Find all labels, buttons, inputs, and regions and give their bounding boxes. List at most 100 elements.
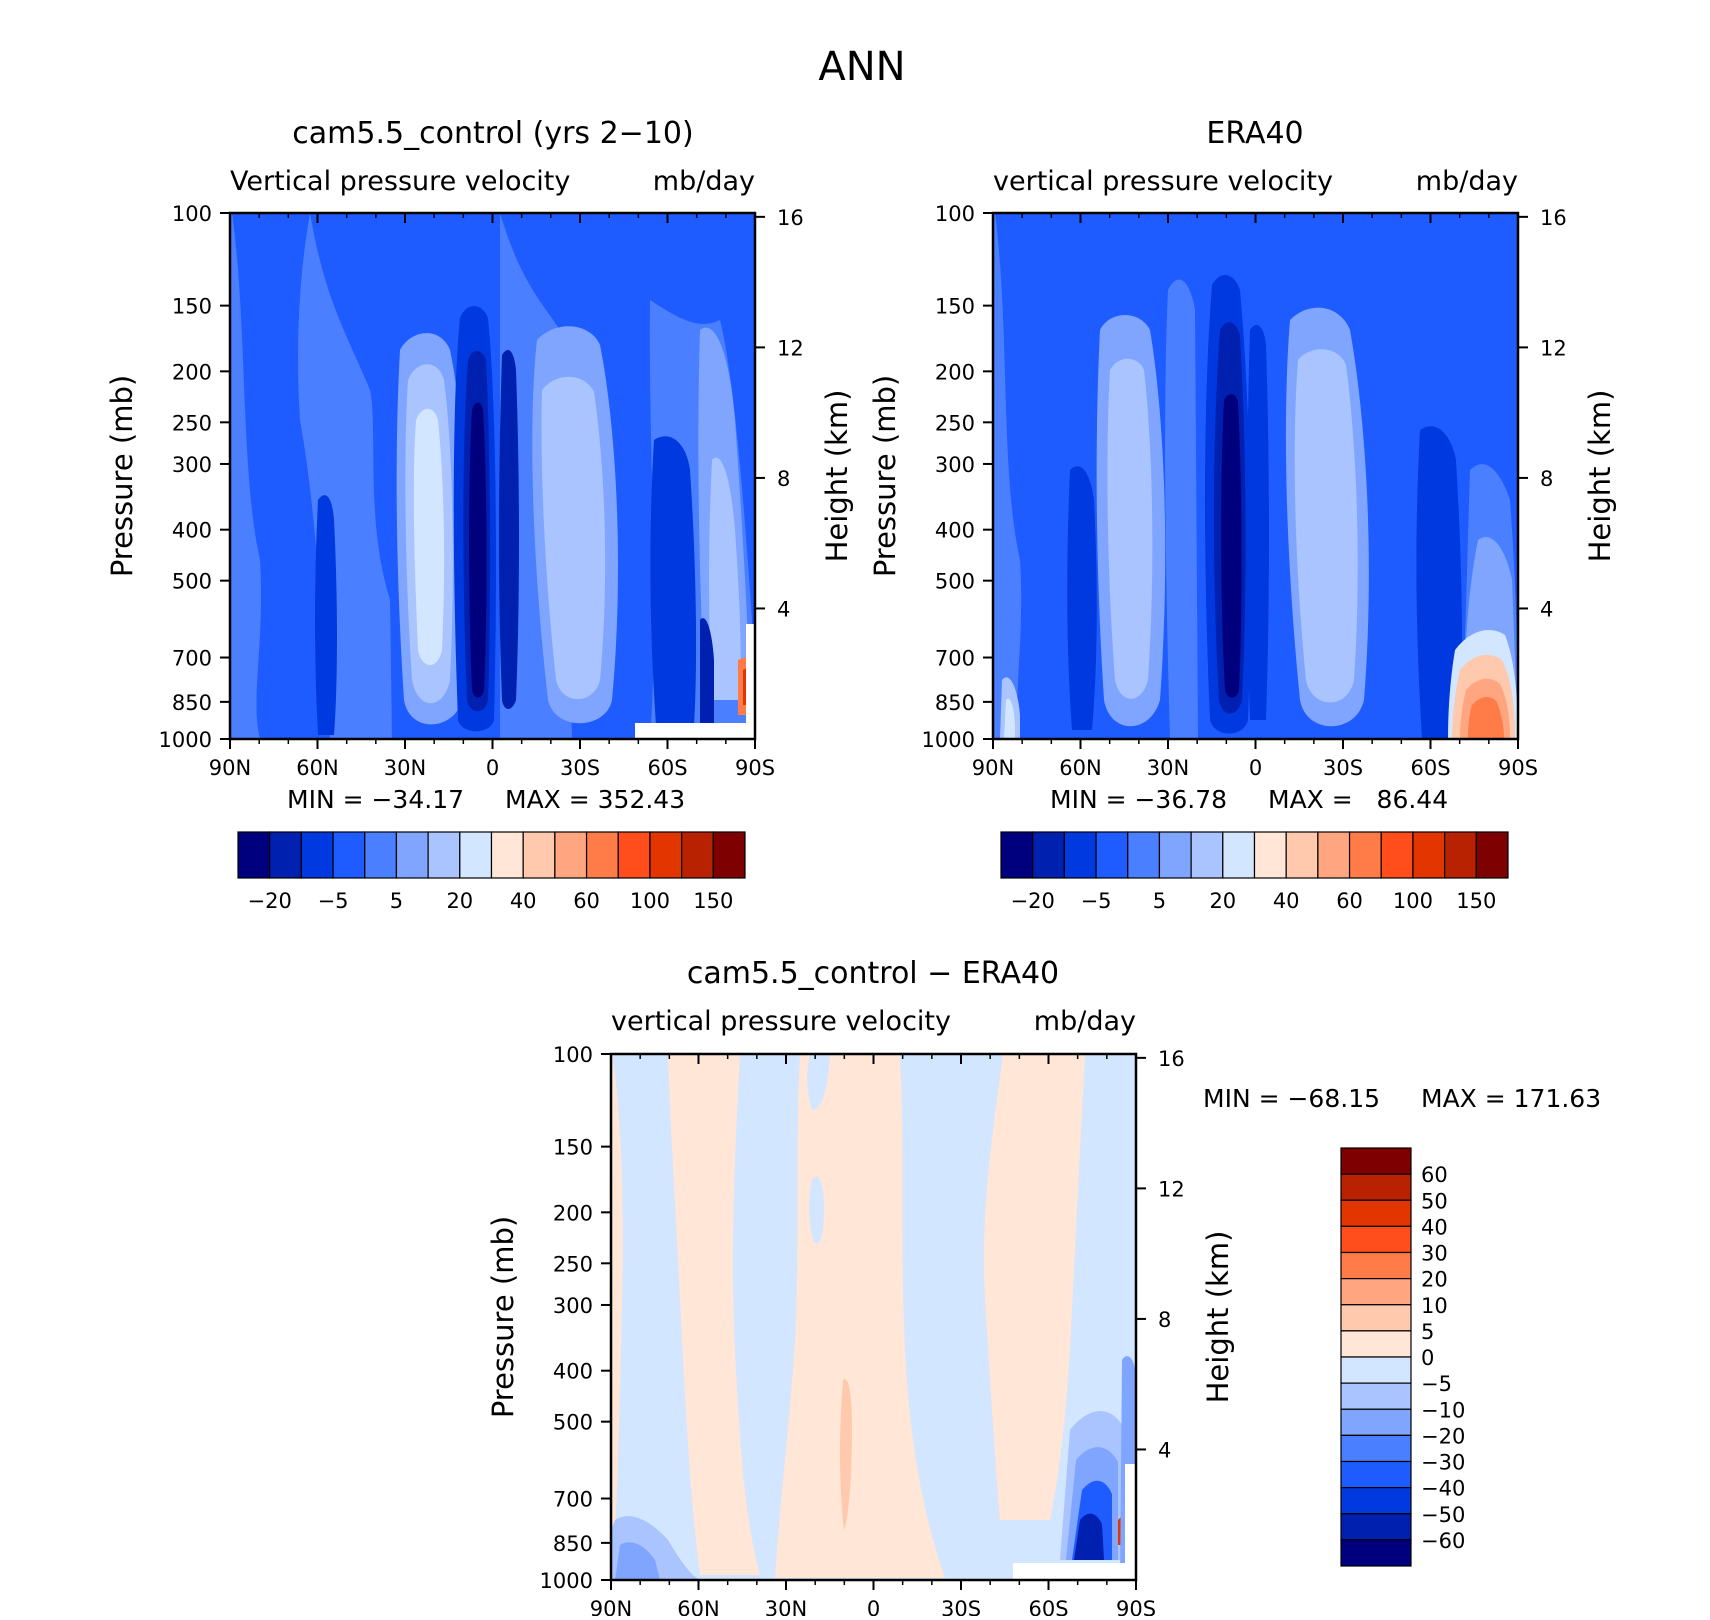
panel-model-max: MAX = 352.43 xyxy=(505,785,685,814)
panel-difference-contour xyxy=(615,1542,660,1580)
colorbar-0-swatch xyxy=(332,831,366,879)
colorbar-0-label: 20 xyxy=(446,889,473,913)
panel-1-y-tick-label: 1000 xyxy=(922,728,975,752)
colorbar-2-label: −40 xyxy=(1421,1477,1465,1501)
panel-2-y-tick-label: 100 xyxy=(553,1043,593,1067)
colorbar-2-swatch xyxy=(1340,1147,1412,1175)
panel-reanalysis-contour xyxy=(1221,394,1242,698)
colorbar-0-label: 60 xyxy=(573,889,600,913)
colorbar-1-swatch xyxy=(1348,831,1382,879)
panel-1-y-tick-label: 850 xyxy=(935,691,975,715)
colorbar-0-label: 100 xyxy=(630,889,670,913)
panel-2-x-tick-label: 90N xyxy=(590,1597,632,1616)
colorbar-0-swatch xyxy=(554,831,588,879)
panel-reanalysis-contour xyxy=(1468,696,1504,739)
panel-1-x-tick-label: 30S xyxy=(1323,756,1363,780)
panel-model-contour xyxy=(230,213,262,739)
panel-1-y-tick-label: 250 xyxy=(935,411,975,435)
panel-difference-contour xyxy=(807,1054,830,1110)
panel-0-x-tick-label: 90S xyxy=(735,756,775,780)
panel-reanalysis-contour xyxy=(1416,426,1463,739)
panel-2-y-tick-label: 300 xyxy=(553,1294,593,1318)
panel-2-y-tick-label: 250 xyxy=(553,1252,593,1276)
panel-model-contour xyxy=(499,350,519,709)
colorbar-2-label: 5 xyxy=(1421,1320,1434,1344)
colorbar-2-label: −60 xyxy=(1421,1529,1465,1553)
colorbar-0-swatch xyxy=(712,831,746,879)
colorbar-2-swatch xyxy=(1340,1356,1412,1384)
colorbar-0-swatch xyxy=(681,831,714,879)
panel-model-missing-data xyxy=(746,624,755,739)
panel-difference-contour xyxy=(809,1176,824,1244)
panel-0-y-right-tick-label: 8 xyxy=(777,467,790,491)
panel-2-y-tick-label: 500 xyxy=(553,1411,593,1435)
colorbar-1-swatch xyxy=(1032,831,1065,879)
panel-reanalysis-subtitle-left: vertical pressure velocity xyxy=(993,166,1333,197)
panel-2-y-right-tick-label: 4 xyxy=(1158,1438,1171,1462)
colorbar-0-swatch xyxy=(585,831,619,879)
figure-title: ANN xyxy=(818,44,905,90)
panel-difference-missing-data xyxy=(1013,1563,1136,1580)
colorbar-2-label: −10 xyxy=(1421,1398,1465,1422)
colorbar-2-label: −5 xyxy=(1421,1372,1452,1396)
colorbar-1-swatch xyxy=(1285,831,1319,879)
colorbar-1-swatch xyxy=(1380,831,1414,879)
panel-2-x-tick-label: 60N xyxy=(677,1597,719,1616)
colorbar-2-swatch xyxy=(1340,1539,1412,1567)
colorbar-2-label: 10 xyxy=(1421,1294,1448,1318)
panel-reanalysis-min: MIN = −36.78 xyxy=(1050,785,1227,814)
panel-reanalysis-plot-area xyxy=(993,213,1518,739)
colorbar-2-label: 50 xyxy=(1421,1189,1448,1213)
panel-2-y-right-tick-label: 12 xyxy=(1158,1177,1185,1201)
colorbar-1-label: 5 xyxy=(1153,889,1166,913)
panel-1-y-right-tick-label: 12 xyxy=(1540,336,1567,360)
panel-difference-subtitle-left: vertical pressure velocity xyxy=(611,1006,951,1037)
colorbar-0-swatch xyxy=(522,831,556,879)
colorbar-0-swatch xyxy=(269,831,302,879)
colorbar-0-swatch xyxy=(490,831,524,879)
panel-2-x-tick-label: 0 xyxy=(867,1597,880,1616)
panel-2-y-tick-label: 700 xyxy=(553,1488,593,1512)
panel-1-y-tick-label: 100 xyxy=(935,202,975,226)
panel-model-plot-area xyxy=(230,213,755,739)
panel-2-y-tick-label: 200 xyxy=(553,1201,593,1225)
colorbar-2-label: 0 xyxy=(1421,1346,1434,1370)
colorbar-1-swatch xyxy=(1063,831,1097,879)
colorbar-1-swatch xyxy=(1000,831,1034,879)
panel-0-y-tick-label: 700 xyxy=(172,647,212,671)
panel-difference: cam5.5_control − ERA40 vertical pressure… xyxy=(486,956,1601,1582)
panel-1-y-tick-label: 200 xyxy=(935,360,975,384)
colorbar-2-label: 60 xyxy=(1421,1163,1448,1187)
panel-model: cam5.5_control (yrs 2−10) Vertical press… xyxy=(105,116,854,814)
colorbar-1-label: 20 xyxy=(1209,889,1236,913)
panel-difference-plot-area xyxy=(611,1054,1136,1580)
colorbar-2-swatch xyxy=(1340,1225,1412,1254)
panel-1-y-tick-label: 700 xyxy=(935,647,975,671)
panel-difference-contour xyxy=(611,1054,623,1580)
panel-reanalysis-contour xyxy=(1107,358,1153,699)
colorbar-0-label: −5 xyxy=(318,889,349,913)
colorbar-2-swatch xyxy=(1340,1330,1412,1358)
panel-0-y-tick-label: 150 xyxy=(172,295,212,319)
panel-0-x-tick-label: 30S xyxy=(560,756,600,780)
panel-2-y-tick-label: 1000 xyxy=(540,1569,593,1593)
panel-reanalysis-max: MAX = 86.44 xyxy=(1268,785,1448,814)
colorbar-1-swatch xyxy=(1475,831,1509,879)
panel-2-x-tick-label: 90S xyxy=(1116,1597,1156,1616)
colorbar-2-label: 40 xyxy=(1421,1215,1448,1239)
colorbar-2-swatch xyxy=(1340,1408,1412,1436)
colorbar-0-label: 40 xyxy=(510,889,537,913)
panel-model-ylabel-right: Height (km) xyxy=(820,390,854,563)
panel-1-y-right-tick-label: 16 xyxy=(1540,206,1567,230)
panel-2-y-tick-label: 150 xyxy=(553,1136,593,1160)
panel-0-x-tick-label: 60S xyxy=(647,756,687,780)
colorbar-1-label: 100 xyxy=(1393,889,1433,913)
panel-model-subtitle-left: Vertical pressure velocity xyxy=(230,166,570,197)
panel-difference-contour xyxy=(668,1054,760,1575)
panel-1-y-tick-label: 500 xyxy=(935,570,975,594)
panel-0-y-tick-label: 300 xyxy=(172,453,212,477)
colorbar-2-swatch xyxy=(1340,1487,1412,1515)
colorbar-2-swatch xyxy=(1340,1434,1412,1463)
colorbar-0-swatch xyxy=(395,831,429,879)
